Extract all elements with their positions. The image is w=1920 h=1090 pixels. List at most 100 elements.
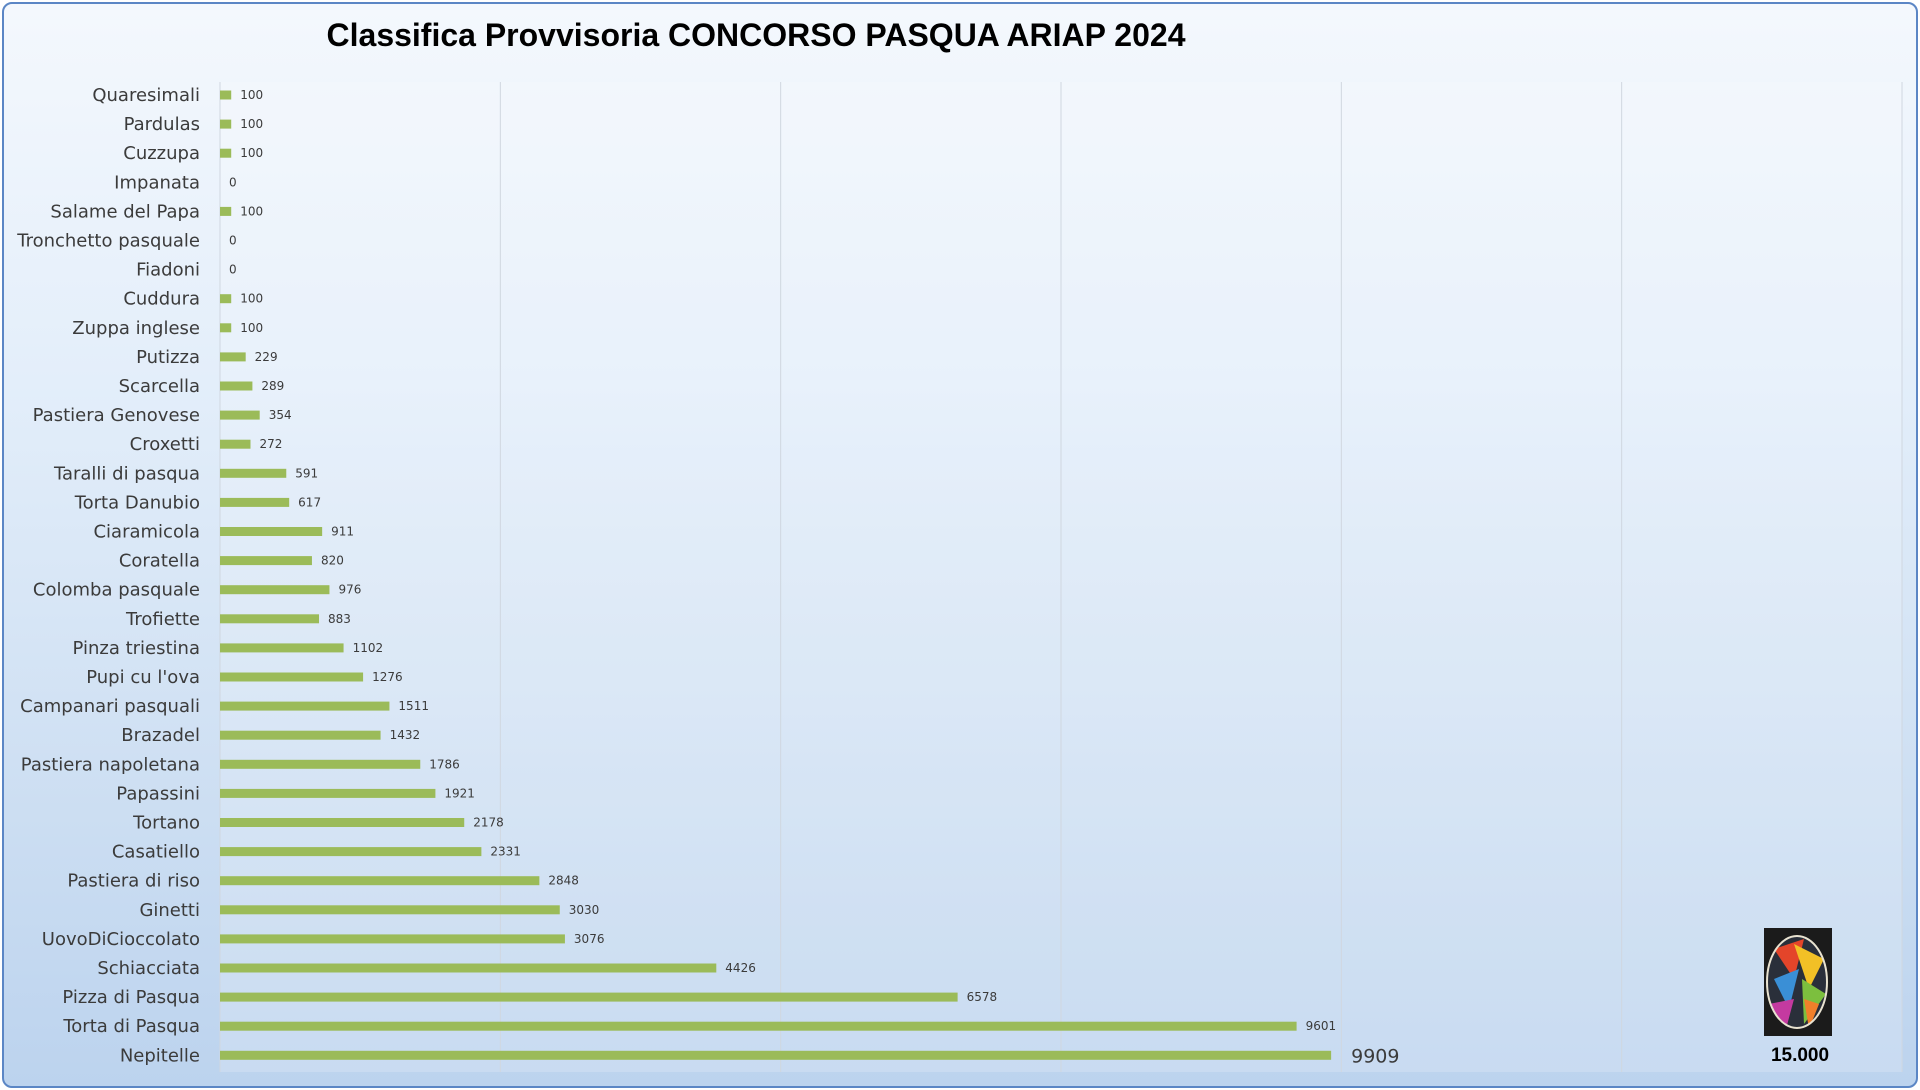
bar bbox=[220, 497, 290, 507]
category-label: Pardulas bbox=[124, 114, 200, 135]
bar bbox=[220, 381, 253, 391]
category-label: Pupi cu l'ova bbox=[86, 667, 200, 688]
category-label: Cuddura bbox=[123, 289, 200, 310]
value-label: 9909 bbox=[1351, 1045, 1399, 1067]
value-label: 1786 bbox=[429, 757, 460, 771]
value-label: 911 bbox=[331, 525, 354, 539]
value-label: 289 bbox=[261, 379, 284, 393]
bar bbox=[220, 730, 381, 740]
bar-chart: Classifica Provvisoria CONCORSO PASQUA A… bbox=[16, 17, 1903, 1072]
bar bbox=[220, 1021, 1297, 1031]
category-label: Fiadoni bbox=[136, 260, 200, 281]
bar bbox=[220, 90, 232, 100]
target-label: 15.000 bbox=[1771, 1045, 1829, 1066]
category-label: Pinza triestina bbox=[73, 638, 200, 659]
bar bbox=[220, 294, 232, 304]
category-label: Taralli di pasqua bbox=[53, 463, 200, 484]
bar bbox=[220, 1050, 1332, 1060]
category-label: Tortano bbox=[132, 813, 200, 834]
value-label: 0 bbox=[229, 234, 237, 248]
category-label: Trofiette bbox=[125, 609, 200, 630]
bar bbox=[220, 818, 465, 827]
category-label: Colomba pasquale bbox=[33, 580, 200, 601]
value-label: 6578 bbox=[967, 990, 998, 1004]
value-label: 3030 bbox=[569, 903, 600, 917]
bar bbox=[220, 963, 717, 973]
category-label: Scarcella bbox=[119, 376, 200, 397]
bar bbox=[220, 585, 330, 595]
bar bbox=[220, 614, 320, 624]
bar bbox=[220, 847, 482, 857]
value-label: 3076 bbox=[574, 932, 605, 946]
bar bbox=[220, 701, 390, 711]
bar bbox=[220, 352, 246, 362]
value-label: 100 bbox=[240, 117, 263, 131]
chart-title: Classifica Provvisoria CONCORSO PASQUA A… bbox=[327, 17, 1186, 53]
bar bbox=[220, 905, 560, 915]
bar bbox=[220, 788, 436, 798]
category-label: Pastiera di riso bbox=[67, 871, 200, 892]
category-label: Impanata bbox=[114, 172, 200, 193]
bar bbox=[220, 992, 958, 1002]
bar bbox=[220, 439, 251, 449]
bar bbox=[220, 527, 323, 536]
bar bbox=[220, 876, 540, 886]
value-label: 883 bbox=[328, 612, 351, 626]
value-label: 100 bbox=[240, 321, 263, 335]
bar bbox=[220, 410, 260, 420]
category-label: Putizza bbox=[136, 347, 200, 368]
category-label: Salame del Papa bbox=[50, 201, 200, 222]
value-label: 272 bbox=[260, 437, 283, 451]
value-label: 1921 bbox=[444, 786, 475, 800]
value-label: 100 bbox=[240, 292, 263, 306]
value-label: 354 bbox=[269, 408, 292, 422]
value-label: 4426 bbox=[725, 961, 756, 975]
easter-egg-image bbox=[1764, 928, 1832, 1036]
value-label: 1432 bbox=[390, 728, 421, 742]
category-label: Ginetti bbox=[139, 900, 200, 921]
bar bbox=[220, 206, 232, 216]
value-label: 1102 bbox=[353, 641, 384, 655]
bar bbox=[220, 119, 232, 129]
category-label: Casatiello bbox=[112, 842, 200, 863]
bar bbox=[220, 556, 312, 566]
value-label: 229 bbox=[255, 350, 278, 364]
category-label: Torta Danubio bbox=[74, 492, 200, 513]
value-label: 100 bbox=[240, 204, 263, 218]
category-label: Pastiera napoletana bbox=[21, 754, 200, 775]
category-label: Schiacciata bbox=[97, 958, 200, 979]
value-label: 0 bbox=[229, 263, 237, 277]
value-label: 9601 bbox=[1306, 1019, 1337, 1033]
value-label: 2848 bbox=[548, 874, 579, 888]
category-label: Zuppa inglese bbox=[72, 318, 200, 339]
category-label: Tronchetto pasquale bbox=[16, 231, 200, 252]
category-label: Croxetti bbox=[130, 434, 200, 455]
value-label: 2331 bbox=[490, 845, 521, 859]
category-label: Nepitelle bbox=[120, 1045, 200, 1066]
category-label: Quaresimali bbox=[92, 85, 200, 106]
category-label: Campanari pasquali bbox=[20, 696, 200, 717]
bar bbox=[220, 468, 287, 478]
category-label: Torta di Pasqua bbox=[62, 1016, 200, 1037]
value-label: 100 bbox=[240, 146, 263, 160]
value-label: 976 bbox=[338, 583, 361, 597]
bars-group: Quaresimali 100 Pardulas 100 Cuzzupa 100 Impan… bbox=[16, 85, 1399, 1067]
bar bbox=[220, 323, 232, 333]
category-label: Cuzzupa bbox=[123, 143, 200, 164]
bar bbox=[220, 643, 344, 653]
category-label: Papassini bbox=[116, 783, 200, 804]
value-label: 2178 bbox=[473, 816, 504, 830]
value-label: 100 bbox=[240, 88, 263, 102]
value-label: 820 bbox=[321, 554, 344, 568]
bar bbox=[220, 672, 364, 682]
bar bbox=[220, 934, 565, 944]
value-label: 591 bbox=[295, 466, 318, 480]
category-label: UovoDiCioccolato bbox=[42, 929, 200, 950]
value-label: 1276 bbox=[372, 670, 403, 684]
category-label: Pastiera Genovese bbox=[33, 405, 200, 426]
category-label: Ciaramicola bbox=[93, 522, 200, 543]
category-label: Pizza di Pasqua bbox=[62, 987, 200, 1008]
value-label: 617 bbox=[298, 495, 321, 509]
gridlines bbox=[219, 82, 1903, 1072]
